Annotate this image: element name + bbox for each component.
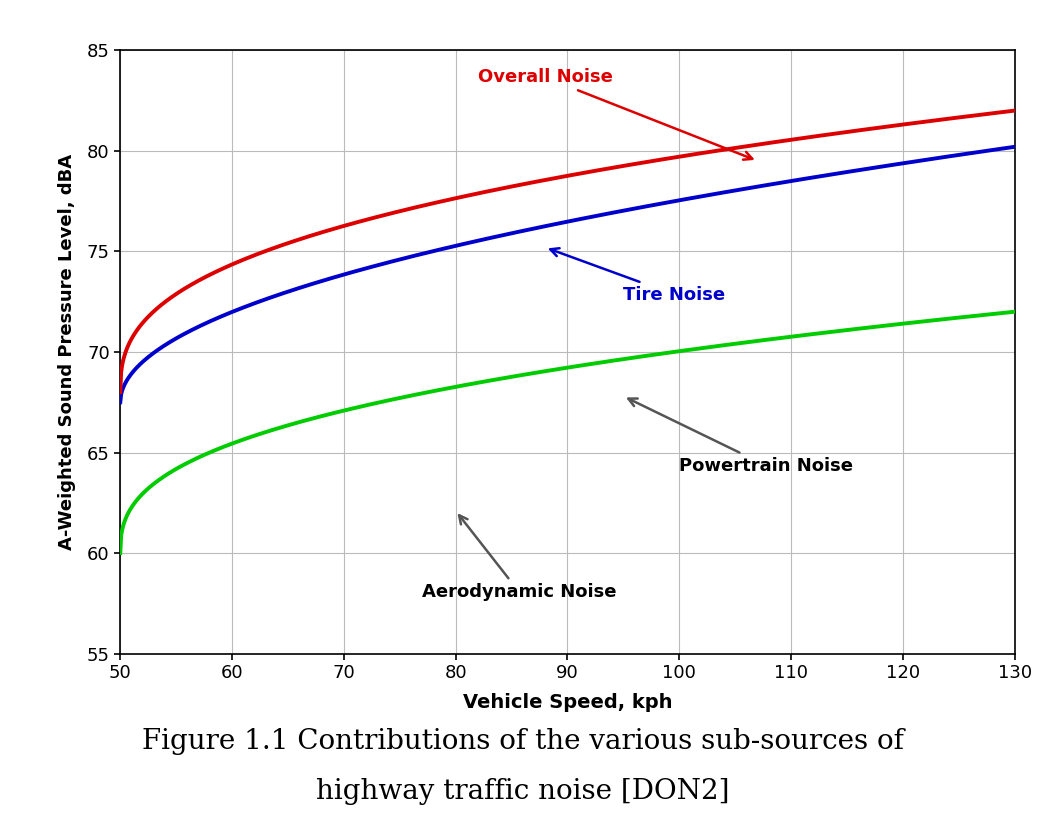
Y-axis label: A-Weighted Sound Pressure Level, dBA: A-Weighted Sound Pressure Level, dBA: [58, 154, 75, 550]
Text: highway traffic noise [DON2]: highway traffic noise [DON2]: [316, 779, 730, 805]
Text: Tire Noise: Tire Noise: [550, 248, 726, 303]
Text: Powertrain Noise: Powertrain Noise: [629, 399, 854, 474]
Text: Overall Noise: Overall Noise: [478, 69, 752, 160]
Text: Aerodynamic Noise: Aerodynamic Noise: [423, 515, 617, 601]
X-axis label: Vehicle Speed, kph: Vehicle Speed, kph: [462, 693, 673, 712]
Text: Figure 1.1 Contributions of the various sub-sources of: Figure 1.1 Contributions of the various …: [142, 728, 904, 755]
